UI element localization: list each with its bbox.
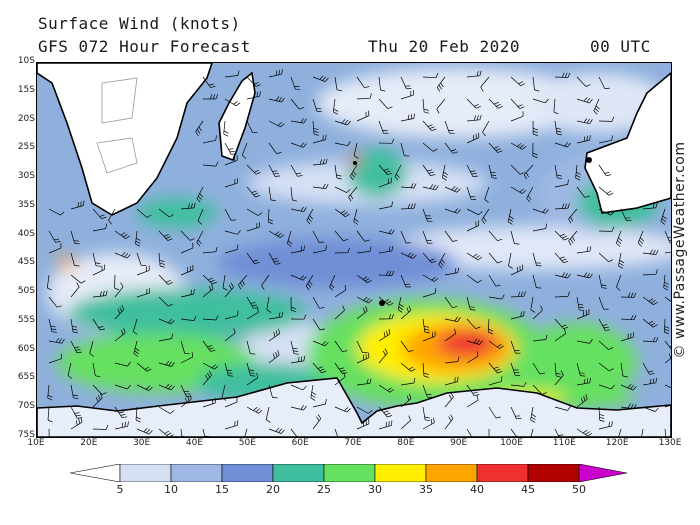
colorbar-segment bbox=[527, 464, 580, 482]
lon-label-120e: 120E bbox=[605, 438, 629, 448]
lat-label-25s: 25S bbox=[17, 142, 35, 153]
wind-barbs bbox=[46, 69, 671, 437]
forecast-subtitle: GFS 072 Hour Forecast bbox=[38, 37, 251, 56]
lat-label-45s: 45S bbox=[17, 257, 35, 268]
madagascar-landmass bbox=[218, 71, 256, 162]
lon-label-110e: 110E bbox=[552, 438, 576, 448]
lon-label-20e: 20E bbox=[80, 438, 98, 448]
colorbar-segment bbox=[374, 464, 427, 482]
land-masses bbox=[37, 63, 671, 437]
wind-map-canvas bbox=[37, 63, 671, 437]
lon-label-70e: 70E bbox=[344, 438, 362, 448]
lon-label-80e: 80E bbox=[397, 438, 415, 448]
colorbar-tick-label: 35 bbox=[419, 483, 433, 496]
lat-label-75s: 75S bbox=[17, 430, 35, 440]
lon-label-60e: 60E bbox=[291, 438, 309, 448]
lon-label-130e: 130E bbox=[658, 438, 682, 448]
country-borders bbox=[96, 77, 138, 174]
lat-label-55s: 55S bbox=[17, 314, 35, 325]
lat-label-65s: 65S bbox=[17, 372, 35, 383]
lon-label-40e: 40E bbox=[185, 438, 204, 448]
colorbar-tick-label: 45 bbox=[521, 483, 535, 496]
forecast-time: 00 UTC bbox=[590, 37, 651, 56]
colorbar-tick-label: 20 bbox=[266, 483, 280, 496]
colorbar-segment bbox=[272, 464, 325, 482]
lat-label-35s: 35S bbox=[17, 199, 35, 210]
colorbar-tick-label: 50 bbox=[572, 483, 586, 496]
colorbar-max-arrow bbox=[578, 464, 628, 482]
colorbar-segment bbox=[170, 464, 223, 482]
lon-label-10e: 10E bbox=[27, 438, 45, 448]
wind-speed-colorbar bbox=[70, 464, 628, 482]
colorbar-segment bbox=[221, 464, 274, 482]
colorbar-min-arrow bbox=[70, 464, 121, 482]
lat-label-50s: 50S bbox=[17, 286, 35, 297]
island-dot bbox=[586, 157, 592, 163]
kerguelen-island bbox=[379, 300, 385, 306]
credit-text: © www.PassageWeather.com bbox=[672, 141, 688, 359]
wind-map bbox=[36, 62, 672, 438]
island-dot bbox=[353, 161, 357, 165]
colorbar-tick-label: 25 bbox=[317, 483, 331, 496]
lon-label-30e: 30E bbox=[133, 438, 151, 448]
lat-label-20s: 20S bbox=[17, 113, 35, 124]
lat-label-40s: 40S bbox=[17, 228, 35, 239]
lat-label-70s: 70S bbox=[17, 401, 35, 412]
colorbar-segment bbox=[425, 464, 478, 482]
lon-label-90e: 90E bbox=[450, 438, 468, 448]
antarctica-landmass bbox=[37, 377, 671, 437]
colorbar-segment bbox=[476, 464, 529, 482]
colorbar-tick-label: 10 bbox=[164, 483, 178, 496]
lat-label-10s: 10S bbox=[17, 56, 35, 66]
colorbar-tick-label: 15 bbox=[215, 483, 229, 496]
lat-label-60s: 60S bbox=[17, 343, 35, 354]
lon-label-100e: 100E bbox=[500, 438, 523, 448]
australia-landmass bbox=[584, 71, 671, 214]
map-title: Surface Wind (knots) bbox=[38, 14, 241, 33]
lat-label-30s: 30S bbox=[17, 171, 35, 182]
colorbar-tick-label: 40 bbox=[470, 483, 484, 496]
colorbar-segment bbox=[323, 464, 376, 482]
colorbar-tick-label: 30 bbox=[368, 483, 382, 496]
lat-label-15s: 15S bbox=[17, 84, 35, 95]
lon-label-50e: 50E bbox=[238, 438, 256, 448]
forecast-date: Thu 20 Feb 2020 bbox=[368, 37, 520, 56]
colorbar-tick-label: 5 bbox=[116, 483, 124, 496]
colorbar-segment bbox=[119, 464, 172, 482]
